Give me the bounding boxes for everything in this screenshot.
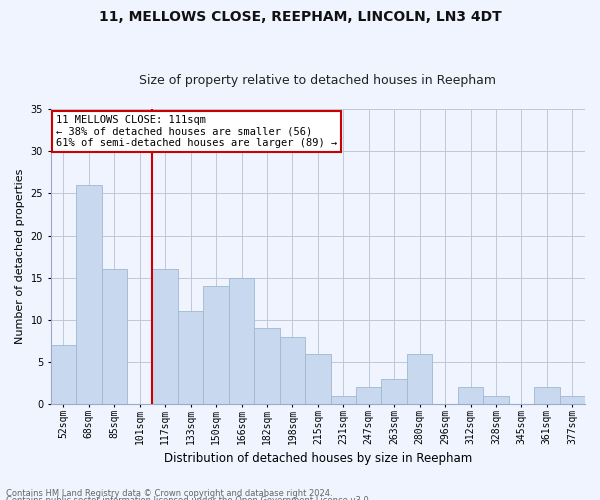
Text: 11 MELLOWS CLOSE: 111sqm
← 38% of detached houses are smaller (56)
61% of semi-d: 11 MELLOWS CLOSE: 111sqm ← 38% of detach… [56, 115, 337, 148]
Title: Size of property relative to detached houses in Reepham: Size of property relative to detached ho… [139, 74, 496, 87]
Bar [254, 328, 280, 404]
Bar [101, 270, 127, 404]
Bar [203, 286, 229, 404]
Bar [534, 388, 560, 404]
Bar [229, 278, 254, 404]
Bar [331, 396, 356, 404]
Bar [178, 312, 203, 404]
Bar [356, 388, 382, 404]
Bar [152, 270, 178, 404]
Text: 11, MELLOWS CLOSE, REEPHAM, LINCOLN, LN3 4DT: 11, MELLOWS CLOSE, REEPHAM, LINCOLN, LN3… [98, 10, 502, 24]
Bar [483, 396, 509, 404]
Bar [407, 354, 433, 404]
Text: Contains public sector information licensed under the Open Government Licence v3: Contains public sector information licen… [6, 496, 371, 500]
X-axis label: Distribution of detached houses by size in Reepham: Distribution of detached houses by size … [164, 452, 472, 465]
Bar [50, 345, 76, 404]
Bar [305, 354, 331, 404]
Bar [76, 185, 101, 404]
Y-axis label: Number of detached properties: Number of detached properties [15, 169, 25, 344]
Bar [458, 388, 483, 404]
Bar [280, 337, 305, 404]
Text: Contains HM Land Registry data © Crown copyright and database right 2024.: Contains HM Land Registry data © Crown c… [6, 488, 332, 498]
Bar [382, 379, 407, 404]
Bar [560, 396, 585, 404]
